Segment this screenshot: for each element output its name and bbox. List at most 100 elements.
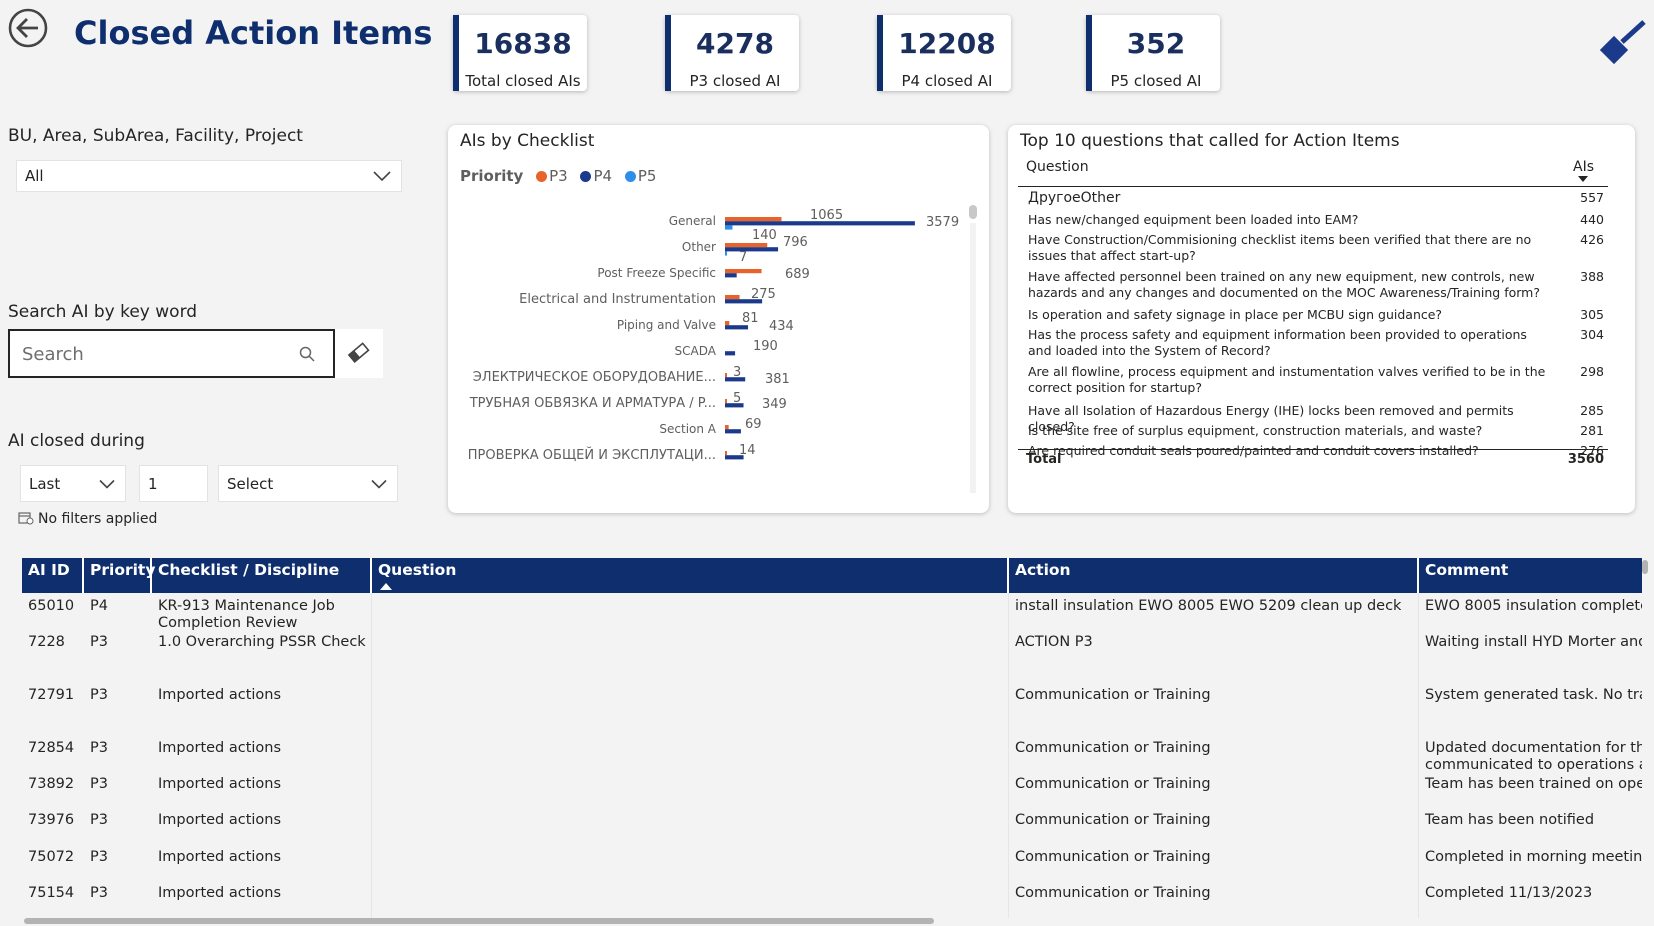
kpi-value: 16838 [474,27,572,60]
bar-p4[interactable] [725,377,746,382]
bar-p3[interactable] [725,217,782,222]
total-label: Total [1026,452,1062,467]
question-count: 304 [1580,327,1604,342]
cell-checklist: 1.0 Overarching PSSR Check [158,634,366,650]
cell-checklist: Imported actions [158,776,282,792]
top-questions-title: Top 10 questions that called for Action … [1020,131,1400,151]
cell-checklist: KR-913 Maintenance Job Completion Review [158,598,335,631]
category-label: Section A [659,422,716,436]
bar-p4[interactable] [725,325,749,330]
column-header-checklist[interactable]: Checklist / Discipline [152,558,372,593]
bar-p3[interactable] [725,399,727,404]
cell-comment: Waiting install HYD Morter and eng [1425,634,1642,650]
format-painter-button[interactable] [1599,20,1648,66]
bar-p3[interactable] [725,373,727,378]
question-count: 298 [1580,364,1604,379]
column-header-question[interactable]: Question [372,558,1009,593]
bar-p3[interactable] [725,321,730,326]
cell-comment: Team has been notified [1425,812,1595,828]
back-button[interactable] [8,8,48,48]
category-label: SCADA [675,344,717,358]
vertical-scrollbar[interactable] [1642,560,1648,574]
kpi-total-card: 16838 Total closed AIs [453,15,587,91]
bar-p5[interactable] [725,251,727,256]
column-header-action[interactable]: Action [1009,558,1419,593]
question-count: 276 [1580,443,1604,458]
legend-label-p4: P4 [593,167,613,185]
period-count-value: 1 [148,474,158,493]
cell-priority: P3 [90,849,108,865]
cell-priority: P4 [90,598,108,614]
filter-calendar-icon [18,512,34,525]
cell-ai-id: 75154 [28,885,75,901]
bar-p4[interactable] [725,299,763,304]
column-header-priority[interactable]: Priority [84,558,155,593]
chart-scroll-track[interactable] [970,223,976,493]
bar-p4[interactable] [725,403,744,408]
eraser-icon [347,342,370,363]
category-label: ПРОВЕРКА ОБЩЕЙ И ЭКСПЛУТАЦИ... [468,447,716,463]
kpi-p5-card: 352 P5 closed AI [1086,15,1220,91]
bar-p4[interactable] [725,351,736,356]
bu-dropdown-value: All [25,167,44,185]
table-header: AI ID Priority Checklist / Discipline Qu… [22,558,1642,593]
chart-scroll-thumb[interactable] [969,205,977,219]
kpi-label: Total closed AIs [465,72,581,90]
column-header-question[interactable]: Question [1026,159,1089,175]
cell-action: Communication or Training [1015,849,1211,865]
data-label: 3579 [926,215,959,230]
category-label: General [669,214,716,228]
search-label: Search AI by key word [8,302,198,322]
data-label: 381 [765,372,790,387]
bar-p4[interactable] [725,429,741,434]
cell-action: Communication or Training [1015,776,1211,792]
question-count: 557 [1580,190,1604,205]
period-unit-dropdown[interactable]: Select [218,465,398,502]
checklist-bar-chart: General 1065 3579 140 Other 796 7 Post Freeze S… [468,205,977,493]
bu-dropdown[interactable]: All [16,160,402,192]
data-label: 689 [785,267,810,282]
cell-comment: EWO 8005 insulation complete EW [1425,598,1642,614]
cell-ai-id: 75072 [28,849,75,865]
question-text: Have all Isolation of Hazardous Energy (… [1028,403,1514,434]
column-header-ai-id[interactable]: AI ID [22,558,84,593]
clear-search-button[interactable] [335,329,383,378]
top-questions-panel [1008,125,1635,513]
bar-p3[interactable] [725,295,740,300]
data-label: 349 [762,397,787,412]
cell-ai-id: 72854 [28,740,75,756]
cell-action: Communication or Training [1015,740,1211,756]
column-header-comment[interactable]: Comment [1425,561,1509,579]
data-label: 275 [751,287,776,302]
bar-p4[interactable] [725,455,744,460]
bar-p5[interactable] [725,225,733,230]
chevron-down-icon [373,171,391,181]
column-header-ais[interactable]: AIs [1573,159,1594,175]
question-count: 440 [1580,212,1604,227]
bar-p4[interactable] [725,247,779,252]
column-header-question-label: Question [378,561,457,579]
question-count: 281 [1580,423,1604,438]
search-input[interactable]: Search [8,329,335,378]
bar-p4[interactable] [725,221,915,226]
bar-p4[interactable] [725,273,737,278]
bar-p3[interactable] [725,269,762,274]
bar-p3[interactable] [725,425,729,430]
period-dropdown[interactable]: Last [20,465,126,502]
period-count-input[interactable]: 1 [139,465,208,502]
cell-action: ACTION P3 [1015,634,1093,650]
horizontal-scrollbar[interactable] [24,918,934,924]
bar-p3[interactable] [725,243,768,248]
question-text: Has the process safety and equipment inf… [1028,327,1527,358]
filter-status-text: No filters applied [38,511,158,527]
question-count: 285 [1580,403,1604,418]
kpi-label: P3 closed AI [689,72,781,90]
cell-comment: Completed in morning meeting 11/ [1425,849,1642,865]
paintbrush-icon [1599,20,1646,65]
chart-title: AIs by Checklist [460,131,595,151]
question-text: Is the site free of surplus equipment, c… [1028,423,1483,438]
cell-ai-id: 73976 [28,812,75,828]
bar-p3[interactable] [725,451,727,456]
cell-checklist: Imported actions [158,885,282,901]
kpi-value: 352 [1126,27,1186,60]
